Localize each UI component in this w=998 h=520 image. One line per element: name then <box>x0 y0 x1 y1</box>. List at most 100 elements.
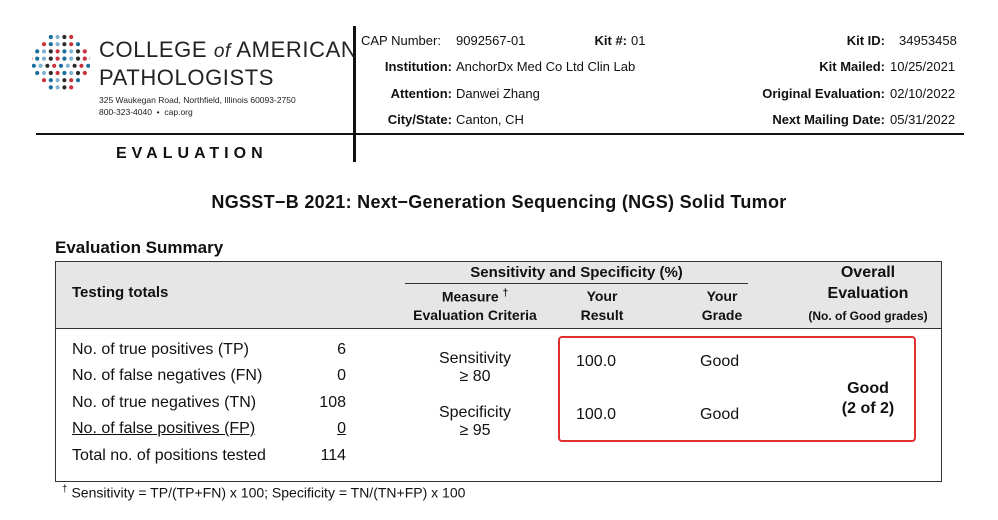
logo-dot <box>62 70 67 76</box>
logo-dot <box>62 78 67 83</box>
logo-dot <box>55 85 60 90</box>
logo-dot <box>58 63 64 68</box>
sensitivity-result: 100.0 <box>576 353 617 370</box>
logo-dot <box>75 78 81 83</box>
kit-num-value: 01 <box>631 33 646 48</box>
logo-dot <box>52 63 57 68</box>
logo-dot <box>32 63 36 68</box>
tp-label: No. of true positives (TP) <box>72 341 249 358</box>
logo-dot <box>75 49 81 54</box>
specificity-result: 100.0 <box>576 406 617 423</box>
logo-dot <box>41 42 47 47</box>
total-positions-label: Total no. of positions tested <box>72 447 266 464</box>
specificity-grade: Good <box>700 406 740 423</box>
your-result-header-1: Your <box>586 288 618 304</box>
sensitivity-name: Sensitivity <box>438 350 512 367</box>
logo-dot <box>75 42 81 47</box>
header-vertical-divider <box>353 26 356 162</box>
logo-dot <box>35 70 40 76</box>
header-divider <box>36 133 964 135</box>
attention-label: Attention: <box>390 86 452 101</box>
overall-header-3: (No. of Good grades) <box>808 309 928 323</box>
logo-dot <box>55 56 60 61</box>
overall-header-1: Overall <box>840 264 896 281</box>
logo-dot <box>41 70 47 76</box>
section-label: EVALUATION <box>116 145 268 162</box>
cap-logo-dots <box>32 34 90 90</box>
evaluation-summary-table <box>55 261 942 482</box>
kit-mailed-value: 10/25/2021 <box>890 59 956 74</box>
logo-dot <box>62 42 67 47</box>
cap-number-value: 9092567-01 <box>456 33 526 48</box>
logo-dot <box>38 63 43 68</box>
city-state-value: Canton, CH <box>456 112 524 127</box>
logo-dot <box>69 85 74 90</box>
kit-num-label: Kit #: <box>594 33 628 48</box>
sens-spec-underline <box>405 283 748 284</box>
city-state-label: City/State: <box>387 112 452 127</box>
overall-grade: Good <box>847 380 889 397</box>
fp-value: 0 <box>337 420 346 437</box>
logo-dot <box>79 63 84 68</box>
tp-value: 6 <box>337 341 346 358</box>
tn-value: 108 <box>319 394 346 411</box>
testing-totals-header: Testing totals <box>72 284 169 301</box>
logo-contact: 800-323-4040 • cap.org <box>99 107 193 117</box>
institution-value: AnchorDx Med Co Ltd Clin Lab <box>456 59 636 74</box>
logo-dot <box>82 49 87 54</box>
next-mailing-label: Next Mailing Date: <box>772 112 885 127</box>
logo-dot <box>48 78 53 83</box>
attention-value: Danwei Zhang <box>456 86 540 101</box>
sensitivity-grade: Good <box>700 353 740 370</box>
logo-dot <box>35 49 40 54</box>
document-title: NGSST−B 2021: Next−Generation Sequencing… <box>211 192 787 212</box>
your-grade-header-2: Grade <box>701 307 743 323</box>
logo-dot <box>48 34 53 40</box>
logo-dot <box>62 49 67 54</box>
next-mailing-value: 05/31/2022 <box>890 112 956 127</box>
logo-org-line1: COLLEGE of AMERICAN <box>99 37 358 62</box>
total-positions-value: 114 <box>320 447 346 464</box>
logo-org-line2: PATHOLOGISTS <box>99 65 275 90</box>
tn-label: No. of true negatives (TN) <box>72 394 257 411</box>
institution-label: Institution: <box>384 59 452 74</box>
logo-dot <box>86 63 90 68</box>
logo-dot <box>62 34 67 40</box>
table-header-background <box>56 262 941 329</box>
logo-dot <box>65 63 70 68</box>
highlight-box <box>558 336 916 442</box>
fn-value: 0 <box>337 367 346 384</box>
logo-dot <box>55 70 60 76</box>
footnote: † Sensitivity = TP/(TP+FN) x 100; Specif… <box>62 484 466 501</box>
logo-dot <box>35 56 40 61</box>
specificity-criteria: ≥ 95 <box>459 422 491 439</box>
logo-dot <box>89 57 90 60</box>
overall-count: (2 of 2) <box>841 400 895 417</box>
logo-dot <box>69 78 74 83</box>
logo-dot <box>62 85 67 90</box>
logo-dot <box>75 56 81 61</box>
logo-dot <box>69 49 74 54</box>
cap-number-label: CAP Number: <box>361 33 441 48</box>
logo-dot <box>41 49 47 54</box>
summary-title: Evaluation Summary <box>55 238 224 257</box>
original-evaluation-value: 02/10/2022 <box>890 86 956 101</box>
logo-dot <box>72 63 77 68</box>
kit-mailed-label: Kit Mailed: <box>819 59 885 74</box>
logo-dot <box>69 70 74 76</box>
logo-dot <box>82 70 87 76</box>
evaluation-criteria-header: Evaluation Criteria <box>413 307 537 323</box>
logo-dot <box>55 78 60 83</box>
kit-id-value: 34953458 <box>899 33 957 48</box>
logo-dot <box>69 56 74 61</box>
logo-dot <box>41 78 47 83</box>
sensitivity-criteria: ≥ 80 <box>459 368 491 385</box>
logo-dot <box>55 34 60 40</box>
overall-header-2: Evaluation <box>827 285 909 302</box>
logo-dot <box>75 70 81 76</box>
logo-dot <box>55 49 60 54</box>
logo-dot <box>45 63 50 68</box>
logo-dot <box>82 56 87 61</box>
logo-dot <box>48 70 53 76</box>
kit-id-label: Kit ID: <box>846 33 885 48</box>
